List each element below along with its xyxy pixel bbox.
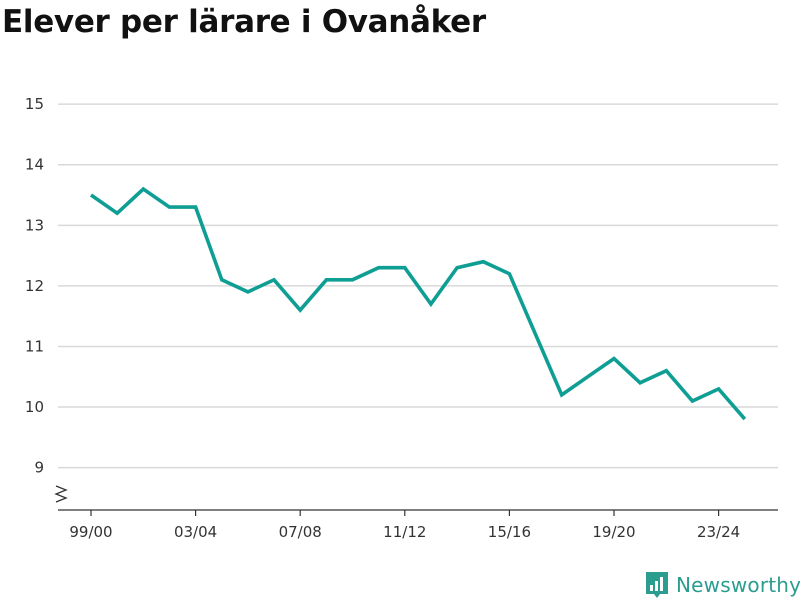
y-tick-label: 13	[25, 216, 44, 234]
x-tick-label: 07/08	[279, 523, 322, 541]
x-tick-label: 11/12	[383, 523, 426, 541]
chart-title: Elever per lärare i Ovanåker	[2, 4, 486, 40]
x-axis	[54, 485, 778, 511]
brand-name: Newsworthy	[676, 573, 800, 597]
y-tick-label: 9	[34, 459, 44, 477]
y-tick-label: 11	[25, 337, 44, 355]
y-axis-ticks: 9 10 11 12 13 14 15	[25, 95, 44, 476]
series-line-0	[89, 186, 747, 421]
x-tick-label: 23/24	[697, 523, 740, 541]
newsworthy-brand: Newsworthy	[644, 570, 800, 600]
y-tick-label: 14	[25, 156, 44, 174]
y-tick-label: 12	[25, 277, 44, 295]
gridlines	[58, 103, 778, 469]
x-axis-ticks: 99/00 03/04 07/08 11/12 15/16 19/20 23/24	[69, 510, 740, 541]
y-tick-label: 15	[25, 95, 44, 113]
x-tick-label: 15/16	[488, 523, 531, 541]
newsworthy-logo-icon	[646, 572, 668, 598]
x-tick-label: 19/20	[592, 523, 635, 541]
y-tick-label: 10	[25, 398, 44, 416]
axis-break-icon	[54, 485, 68, 503]
series-layer	[89, 186, 747, 421]
x-tick-label: 03/04	[174, 523, 217, 541]
x-tick-label: 99/00	[69, 523, 112, 541]
